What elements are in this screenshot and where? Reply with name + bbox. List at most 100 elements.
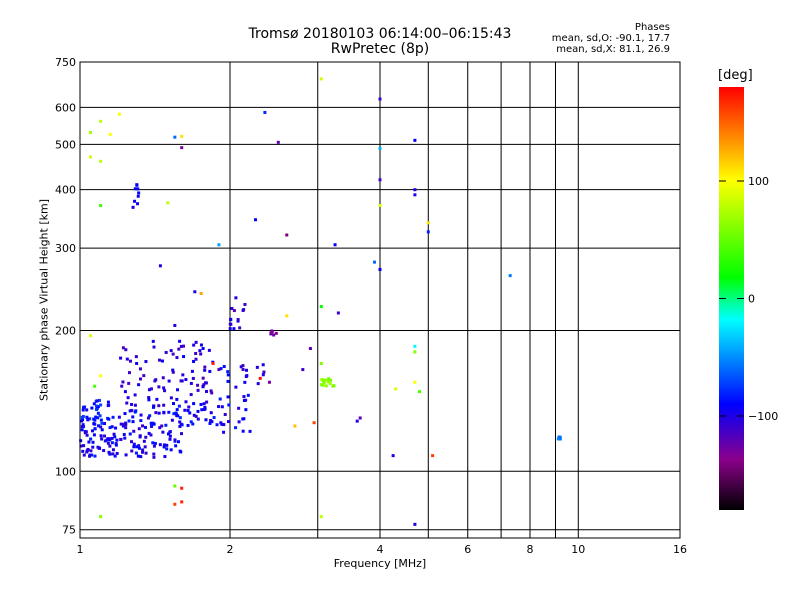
data-point bbox=[91, 445, 95, 449]
data-point bbox=[106, 404, 110, 408]
data-point bbox=[199, 343, 203, 347]
data-point bbox=[141, 424, 145, 428]
data-point bbox=[194, 357, 198, 361]
data-point bbox=[180, 432, 184, 436]
phases-info-o-mode: mean, sd,O: -90.1, 17.7 bbox=[551, 33, 670, 44]
data-point bbox=[81, 423, 85, 427]
data-point bbox=[175, 356, 179, 360]
data-point bbox=[114, 426, 118, 430]
data-point bbox=[148, 414, 152, 418]
data-point bbox=[241, 308, 245, 312]
data-point bbox=[171, 368, 175, 372]
data-point bbox=[136, 194, 140, 198]
data-point bbox=[167, 410, 171, 414]
data-point bbox=[149, 387, 153, 391]
data-point bbox=[219, 367, 223, 371]
plot-frame bbox=[79, 61, 681, 539]
data-point bbox=[112, 432, 116, 436]
data-point bbox=[243, 380, 247, 384]
data-point bbox=[285, 314, 289, 318]
data-point bbox=[99, 425, 103, 429]
data-point bbox=[133, 199, 137, 203]
data-point bbox=[146, 416, 150, 420]
data-point bbox=[86, 418, 90, 422]
data-point bbox=[413, 193, 417, 197]
chart-title: Tromsø 20180103 06:14:00–06:15:43 bbox=[248, 26, 512, 42]
data-point bbox=[222, 365, 226, 369]
data-point bbox=[99, 204, 103, 208]
data-point bbox=[135, 361, 139, 365]
data-point bbox=[142, 439, 146, 443]
scatter-points bbox=[79, 77, 562, 526]
data-point bbox=[163, 455, 167, 459]
data-point bbox=[207, 348, 211, 352]
data-point bbox=[92, 402, 96, 406]
data-point bbox=[130, 402, 134, 406]
data-point bbox=[223, 412, 227, 416]
data-point bbox=[201, 347, 205, 351]
data-point bbox=[81, 449, 85, 453]
data-point bbox=[200, 408, 204, 412]
data-point bbox=[85, 433, 89, 437]
data-point bbox=[226, 370, 230, 374]
data-point bbox=[108, 438, 112, 442]
data-point bbox=[319, 361, 323, 365]
data-point bbox=[319, 305, 323, 309]
data-point bbox=[173, 135, 177, 139]
data-point bbox=[136, 454, 140, 458]
data-point bbox=[413, 380, 417, 384]
data-point bbox=[111, 448, 115, 452]
data-point bbox=[132, 442, 136, 446]
data-point bbox=[85, 408, 89, 412]
data-point bbox=[222, 430, 226, 434]
data-point bbox=[124, 348, 128, 352]
data-point bbox=[285, 233, 289, 237]
data-point bbox=[151, 421, 155, 425]
data-point bbox=[242, 399, 246, 403]
data-point bbox=[147, 431, 151, 435]
data-point bbox=[91, 440, 95, 444]
data-point bbox=[108, 452, 112, 456]
data-point bbox=[111, 452, 115, 456]
y-tick-label: 200 bbox=[55, 324, 76, 337]
data-point bbox=[141, 450, 145, 454]
data-point bbox=[179, 344, 183, 348]
data-point bbox=[194, 340, 198, 344]
data-point bbox=[234, 296, 238, 300]
data-point bbox=[90, 429, 94, 433]
data-point bbox=[88, 417, 92, 421]
data-point bbox=[130, 449, 134, 453]
data-point bbox=[99, 418, 103, 422]
data-point bbox=[167, 379, 171, 383]
data-point bbox=[217, 243, 221, 247]
data-point bbox=[324, 378, 328, 382]
data-point bbox=[219, 421, 223, 425]
data-point bbox=[85, 415, 89, 419]
data-point bbox=[127, 419, 131, 423]
data-point bbox=[312, 421, 316, 425]
data-point bbox=[82, 453, 86, 457]
data-point bbox=[204, 381, 208, 385]
data-point bbox=[196, 383, 200, 387]
data-point bbox=[81, 408, 85, 412]
data-point bbox=[203, 368, 207, 372]
data-point bbox=[205, 400, 209, 404]
data-point bbox=[162, 443, 166, 447]
data-point bbox=[193, 290, 197, 294]
data-point bbox=[189, 393, 193, 397]
phases-info-title: Phases bbox=[634, 22, 670, 33]
data-point bbox=[99, 403, 103, 407]
data-point bbox=[157, 411, 161, 415]
data-point bbox=[100, 421, 104, 425]
data-point bbox=[89, 155, 93, 159]
data-point bbox=[274, 331, 278, 335]
data-point bbox=[169, 448, 173, 452]
data-point bbox=[139, 377, 143, 381]
data-point bbox=[413, 188, 417, 192]
data-point bbox=[336, 311, 340, 315]
colorbar-ticks: 100 0 −100 bbox=[719, 175, 778, 423]
data-point bbox=[154, 411, 158, 415]
data-point bbox=[169, 349, 173, 353]
data-point bbox=[176, 388, 180, 392]
data-point bbox=[172, 412, 176, 416]
